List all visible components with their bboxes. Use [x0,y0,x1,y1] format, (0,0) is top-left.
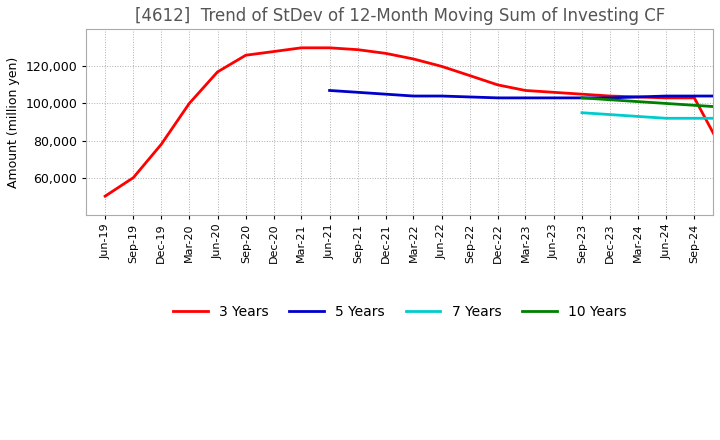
Y-axis label: Amount (million yen): Amount (million yen) [7,56,20,187]
Legend: 3 Years, 5 Years, 7 Years, 10 Years: 3 Years, 5 Years, 7 Years, 10 Years [168,300,632,325]
Line: 10 Years: 10 Years [582,98,720,107]
Line: 3 Years: 3 Years [105,48,720,224]
Line: 5 Years: 5 Years [330,91,720,113]
Line: 7 Years: 7 Years [582,113,720,118]
Title: [4612]  Trend of StDev of 12-Month Moving Sum of Investing CF: [4612] Trend of StDev of 12-Month Moving… [135,7,665,25]
